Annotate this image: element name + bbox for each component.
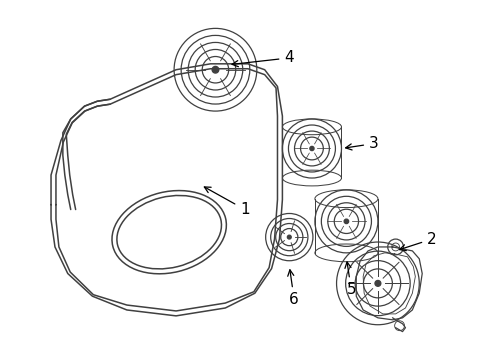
Text: 3: 3 (345, 136, 378, 151)
Circle shape (374, 280, 380, 286)
Text: 1: 1 (204, 187, 249, 217)
Text: 5: 5 (344, 262, 355, 297)
Circle shape (287, 235, 290, 239)
Text: 4: 4 (231, 50, 293, 67)
Text: 2: 2 (399, 231, 436, 251)
Circle shape (344, 219, 348, 224)
Circle shape (309, 147, 313, 150)
Circle shape (212, 67, 218, 73)
Text: 6: 6 (287, 270, 299, 307)
